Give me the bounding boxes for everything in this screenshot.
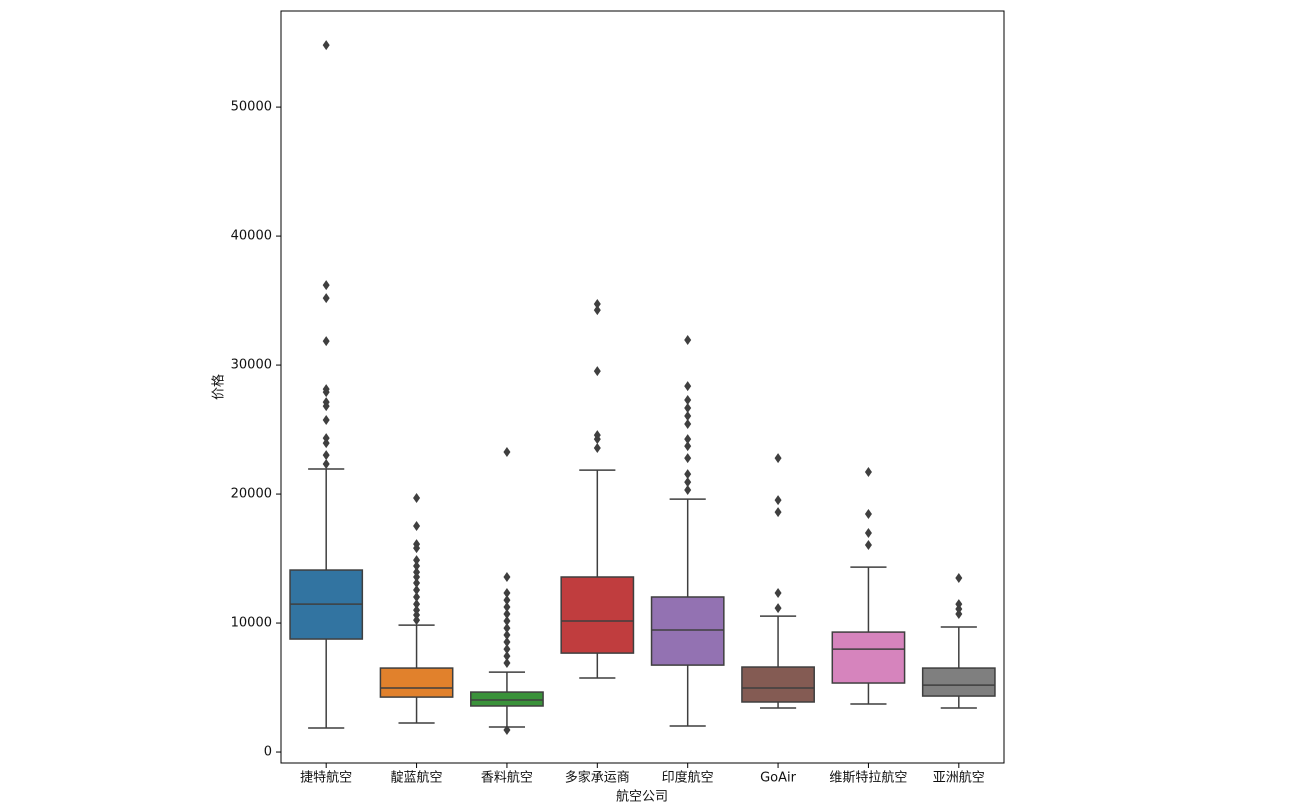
y-tick-label: 40000: [231, 229, 272, 244]
outlier: [322, 384, 330, 395]
box: [560, 576, 635, 654]
x-tick-label: GoAir: [760, 771, 797, 786]
y-tick-label: 20000: [231, 487, 272, 502]
outlier: [684, 335, 692, 346]
x-tick-label: 亚洲航空: [933, 770, 985, 786]
outlier: [955, 599, 963, 610]
outlier: [413, 539, 421, 550]
outlier: [413, 561, 421, 572]
outlier: [413, 605, 421, 616]
y-tick-label: 0: [264, 745, 272, 760]
outlier: [774, 587, 782, 598]
outlier: [864, 509, 872, 520]
outlier: [684, 411, 692, 422]
outlier: [322, 433, 330, 444]
outlier: [864, 467, 872, 478]
outlier: [413, 585, 421, 596]
outlier: [684, 403, 692, 414]
box: [650, 596, 725, 666]
box: [379, 667, 454, 698]
outlier: [684, 419, 692, 430]
outlier: [684, 485, 692, 496]
outlier: [774, 495, 782, 506]
outlier: [322, 280, 330, 291]
outlier: [864, 528, 872, 539]
outlier: [774, 453, 782, 464]
x-tick-label: 靛蓝航空: [391, 770, 443, 786]
outlier: [322, 415, 330, 426]
outlier: [774, 507, 782, 518]
outlier: [503, 658, 511, 669]
y-tick-label: 50000: [231, 100, 272, 115]
outlier: [684, 469, 692, 480]
x-axis-label: 航空公司: [616, 789, 668, 805]
outlier: [322, 438, 330, 449]
box: [831, 631, 906, 684]
outlier: [322, 450, 330, 461]
outlier: [503, 595, 511, 606]
outlier: [503, 644, 511, 655]
box: [741, 666, 815, 703]
outlier: [503, 602, 511, 613]
outlier: [413, 578, 421, 589]
outlier: [593, 366, 601, 377]
box: [921, 667, 996, 697]
outlier: [413, 567, 421, 578]
outlier: [413, 591, 421, 602]
x-tick-label: 印度航空: [662, 770, 714, 786]
outlier: [503, 609, 511, 620]
outlier: [503, 571, 511, 582]
x-tick-label: 维斯特拉航空: [829, 770, 907, 786]
outlier: [864, 540, 872, 551]
outlier: [503, 615, 511, 626]
outlier: [593, 305, 601, 316]
outlier: [322, 336, 330, 347]
x-tick-label: 多家承运商: [565, 770, 630, 786]
outlier: [684, 434, 692, 445]
outlier: [503, 623, 511, 634]
outlier: [593, 443, 601, 454]
x-tick-label: 捷特航空: [300, 770, 352, 786]
outlier: [593, 299, 601, 310]
outlier: [413, 493, 421, 504]
outlier: [503, 587, 511, 598]
outlier: [413, 555, 421, 566]
y-tick-label: 10000: [231, 616, 272, 631]
outlier: [503, 637, 511, 648]
outlier: [503, 651, 511, 662]
outlier: [955, 609, 963, 620]
outlier: [684, 477, 692, 488]
outlier: [503, 630, 511, 641]
outlier: [774, 603, 782, 614]
outlier: [413, 521, 421, 532]
outlier: [413, 599, 421, 610]
outlier: [322, 459, 330, 470]
outlier: [684, 453, 692, 464]
outlier: [955, 573, 963, 584]
y-tick-label: 30000: [231, 358, 272, 373]
outlier: [684, 381, 692, 392]
outlier: [593, 430, 601, 441]
outlier: [503, 447, 511, 458]
outlier: [322, 293, 330, 304]
outlier: [322, 397, 330, 408]
outlier: [684, 441, 692, 452]
outlier: [322, 40, 330, 51]
outlier: [684, 395, 692, 406]
outlier: [503, 724, 511, 735]
outlier: [413, 615, 421, 626]
box: [470, 691, 544, 707]
plot-frame: [280, 10, 1005, 764]
x-tick-label: 香料航空: [481, 770, 533, 786]
y-axis-label: 价格: [211, 374, 227, 400]
